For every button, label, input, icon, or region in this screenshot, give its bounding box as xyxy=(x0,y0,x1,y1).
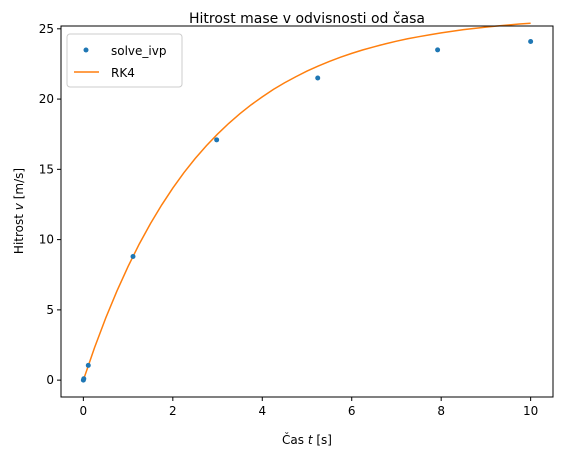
x-axis-label: Čas t [s] xyxy=(282,432,332,447)
data-point-solve-ivp xyxy=(130,253,136,259)
x-tick-label: 6 xyxy=(348,404,356,418)
y-axis-ticks: 0 5 10 15 20 25 xyxy=(39,22,61,387)
series-line-rk4 xyxy=(82,22,531,381)
plot-series xyxy=(80,22,534,383)
plot-frame xyxy=(60,25,554,398)
x-axis-ticks: 0 2 4 6 8 10 xyxy=(80,397,538,418)
y-tick-label: 20 xyxy=(39,92,54,106)
y-tick-label: 5 xyxy=(46,303,54,317)
y-tick-label: 25 xyxy=(39,22,54,36)
data-point-solve-ivp xyxy=(528,38,534,44)
data-point-solve-ivp xyxy=(214,137,220,143)
legend-box xyxy=(66,33,183,88)
chart-title: Hitrost mase v odvisnosti od časa xyxy=(189,11,425,27)
data-point-solve-ivp xyxy=(81,376,87,382)
legend-label-solve-ivp: solve_ivp xyxy=(111,44,166,58)
x-tick-label: 8 xyxy=(437,404,445,418)
data-point-solve-ivp xyxy=(315,75,321,81)
legend: solve_ivp RK4 xyxy=(66,33,183,88)
x-tick-label: 0 xyxy=(80,404,88,418)
x-tick-label: 4 xyxy=(258,404,266,418)
y-tick-label: 10 xyxy=(39,233,54,247)
legend-label-rk4: RK4 xyxy=(111,66,135,80)
x-tick-label: 2 xyxy=(169,404,177,418)
y-axis-label: Hitrost v [m/s] xyxy=(12,168,26,254)
y-tick-label: 15 xyxy=(39,162,54,176)
x-tick-label: 10 xyxy=(523,404,538,418)
y-tick-label: 0 xyxy=(46,373,54,387)
legend-marker-solve-ivp xyxy=(83,47,89,53)
data-point-solve-ivp xyxy=(435,47,441,53)
data-point-solve-ivp xyxy=(85,362,91,368)
